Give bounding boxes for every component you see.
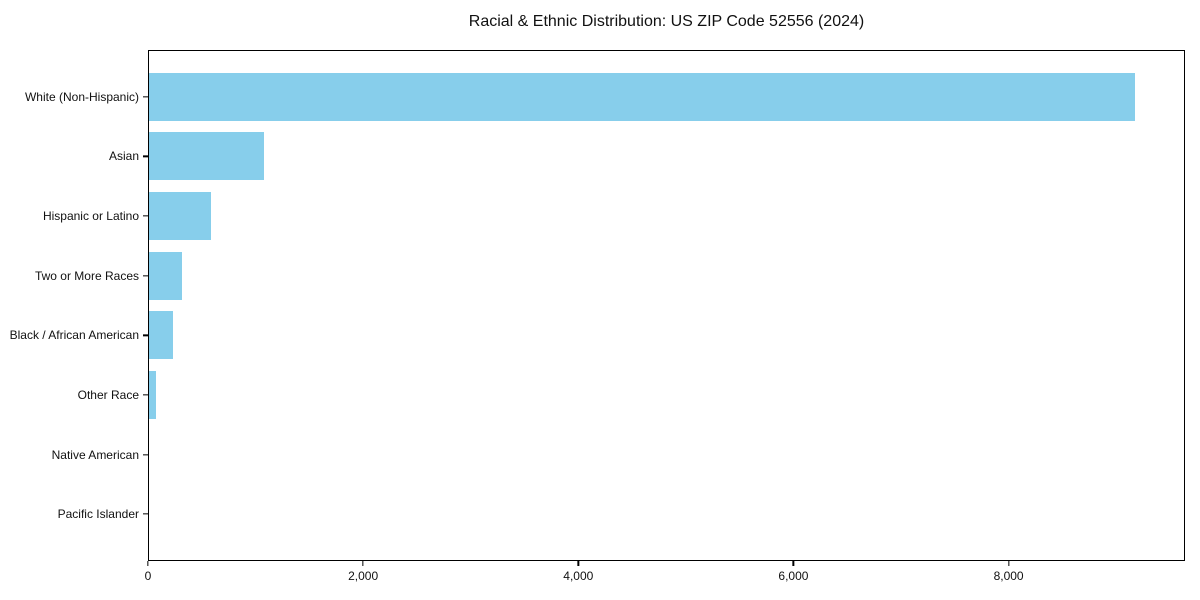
bar-row: White (Non-Hispanic): [25, 67, 1184, 127]
bar-row: Native American: [52, 425, 1184, 485]
x-axis-tick: [147, 561, 149, 566]
x-tick-label: 4,000: [563, 569, 594, 583]
y-axis-tick: [143, 513, 149, 515]
x-tick-label: 2,000: [348, 569, 379, 583]
y-axis-label: Two or More Races: [34, 268, 139, 283]
bar-row: Black / African American: [10, 306, 1184, 366]
y-axis-label: Black / African American: [9, 328, 139, 343]
y-axis-tick: [143, 453, 149, 456]
y-axis-label: Hispanic or Latino: [42, 209, 139, 224]
bar: [149, 370, 156, 419]
bar: [149, 251, 182, 300]
x-tick-label: 6,000: [778, 569, 809, 583]
x-axis-tick: [792, 561, 795, 566]
x-axis: 0 2,000 4,000 6,000 8,000: [144, 561, 1185, 591]
chart-title: Racial & Ethnic Distribution: US ZIP Cod…: [468, 13, 865, 30]
y-axis-tick: [143, 96, 149, 98]
plot-area: White (Non-Hispanic) Asian Hispanic or Lat…: [10, 50, 1185, 561]
y-axis-label: Other Race: [77, 387, 139, 402]
y-axis-label: Asian: [108, 149, 139, 164]
x-axis-tick: [577, 561, 579, 566]
y-axis-label: Pacific Islander: [57, 507, 139, 522]
y-axis-tick: [143, 275, 149, 277]
bar-row: Hispanic or Latino: [43, 186, 1184, 246]
bar: [149, 132, 265, 181]
bar-row: Asian: [109, 127, 1184, 187]
y-axis-tick: [143, 334, 149, 336]
bar-row: Pacific Islander: [58, 484, 1184, 544]
y-axis-tick: [143, 155, 149, 158]
y-axis-label: White (Non-Hispanic): [24, 89, 139, 104]
bar-row: Two or More Races: [35, 246, 1184, 306]
x-axis-tick: [362, 561, 364, 566]
y-axis-tick: [143, 215, 149, 217]
x-tick-label: 0: [144, 569, 152, 583]
y-axis-tick: [143, 394, 149, 396]
bar: [149, 72, 1135, 121]
bars-container: White (Non-Hispanic) Asian Hispanic or Lat…: [10, 67, 1184, 544]
x-tick-label: 8,000: [993, 569, 1024, 583]
y-axis-label: Native American: [51, 447, 139, 462]
x-axis-tick: [1007, 561, 1010, 566]
bar-row: Other Race: [78, 365, 1184, 425]
bar: [149, 192, 211, 241]
bar: [149, 311, 173, 360]
